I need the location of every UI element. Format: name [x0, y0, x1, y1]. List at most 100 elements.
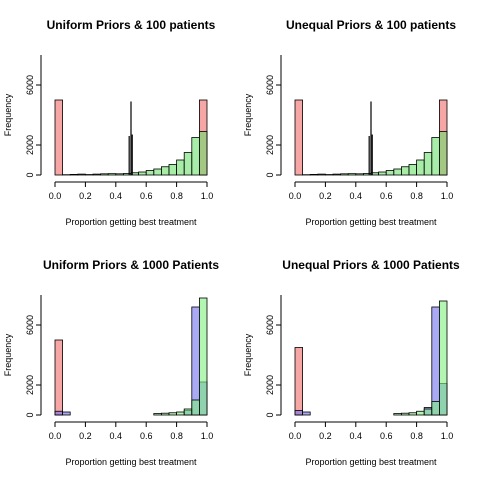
histogram-bar	[340, 173, 349, 176]
y-tick-label: 2000	[25, 375, 35, 395]
histogram-bar	[191, 306, 200, 416]
x-axis-label: Proportion getting best treatment	[65, 457, 197, 467]
x-tick-label: 1.0	[201, 431, 214, 441]
histogram-bar	[54, 339, 63, 416]
histogram-bar	[115, 173, 124, 176]
histogram-bar	[54, 99, 63, 176]
x-tick-label: 0.6	[140, 431, 153, 441]
x-tick-label: 0.4	[110, 191, 123, 201]
histogram-bar	[191, 399, 200, 416]
histogram-bar	[77, 173, 86, 176]
x-tick-label: 0.2	[79, 191, 92, 201]
x-tick-label: 0.6	[380, 431, 393, 441]
histogram-bar	[423, 152, 433, 176]
histogram-bar	[416, 410, 425, 416]
histogram-bar	[378, 171, 387, 176]
histogram-bar	[100, 173, 109, 176]
x-tick-label: 0.0	[49, 431, 62, 441]
y-tick-label: 0	[25, 412, 35, 417]
histogram-bar	[69, 173, 79, 176]
chart-panel-3: Uniform Priors & 1000 Patients 0.0 0.2 0.4 0…	[3, 258, 219, 467]
histogram-bar	[160, 166, 170, 176]
histogram-bar	[385, 170, 395, 176]
histogram-bar	[332, 173, 341, 176]
y-tick-label: 0	[265, 172, 275, 177]
chart-title: Uniform Priors & 1000 Patients	[43, 258, 219, 272]
histogram-bar	[400, 412, 410, 416]
chart-panel-2: Unequal Priors & 100 patients 0.0 0.2 0.4 0.…	[243, 18, 456, 227]
x-tick-label: 0.2	[319, 191, 332, 201]
histogram-bar	[302, 411, 311, 416]
y-tick-label: 0	[265, 412, 275, 417]
y-tick-label: 2000	[25, 135, 35, 155]
histogram-bar	[294, 99, 303, 176]
histogram-bar	[362, 173, 372, 176]
x-tick-label: 0.8	[170, 191, 183, 201]
histogram-bar	[347, 173, 357, 176]
x-tick-label: 0.6	[380, 191, 393, 201]
x-tick-label: 0.4	[110, 431, 123, 441]
chart-panel-4: Unequal Priors & 1000 Patients 0.0 0.2 0.4 0…	[243, 258, 460, 467]
y-axis-label: Frequency	[3, 333, 13, 376]
histogram-bar	[317, 173, 326, 176]
histogram-bar	[183, 152, 193, 176]
y-tick-label: 6000	[25, 75, 35, 95]
histogram-bar	[198, 131, 208, 176]
y-axis-label: Frequency	[243, 93, 253, 136]
chart-panel-1: Uniform Priors & 100 patients 0.0 0.2 0.4 0.…	[3, 18, 216, 227]
x-tick-label: 0.6	[140, 191, 153, 201]
histogram-bar	[393, 413, 402, 416]
x-tick-label: 0.0	[49, 191, 62, 201]
histogram-bar	[294, 347, 303, 416]
histogram-bar	[62, 411, 71, 416]
histogram-bar	[107, 173, 117, 176]
y-axis-label: Frequency	[243, 333, 253, 376]
histogram-bar	[408, 164, 417, 176]
y-tick-label: 0	[25, 172, 35, 177]
x-tick-label: 0.0	[289, 191, 302, 201]
x-tick-label: 0.8	[410, 431, 423, 441]
y-tick-label: 6000	[265, 75, 275, 95]
x-tick-label: 0.2	[79, 431, 92, 441]
histogram-bar	[431, 401, 440, 416]
histogram-bar	[438, 131, 448, 176]
histogram-bar	[423, 408, 433, 416]
histogram-bar	[168, 164, 177, 176]
histogram-bar	[355, 173, 364, 176]
histogram-bar	[92, 173, 101, 176]
x-tick-label: 0.4	[350, 431, 363, 441]
histogram-bar	[176, 411, 185, 416]
histogram-bar	[198, 297, 208, 416]
x-tick-label: 0.0	[289, 431, 302, 441]
chart-title: Uniform Priors & 100 patients	[47, 18, 216, 32]
x-tick-label: 0.8	[170, 431, 183, 441]
x-axis-label: Proportion getting best treatment	[305, 457, 437, 467]
x-tick-label: 1.0	[441, 191, 454, 201]
x-tick-label: 0.2	[319, 431, 332, 441]
histogram-bar	[160, 412, 170, 416]
x-axis-label: Proportion getting best treatment	[305, 217, 437, 227]
histogram-bar	[408, 412, 417, 416]
x-tick-label: 1.0	[201, 191, 214, 201]
histogram-bar	[123, 173, 132, 176]
histogram-bar	[309, 173, 319, 176]
histogram-bar	[294, 410, 303, 416]
histogram-bar	[400, 166, 410, 176]
histogram-bar	[393, 168, 402, 176]
histogram-bar	[416, 159, 425, 176]
y-tick-label: 2000	[265, 135, 275, 155]
histogram-bar	[176, 159, 185, 176]
histogram-bar	[153, 168, 162, 176]
histogram-bar	[431, 306, 440, 416]
histogram-bar	[168, 412, 177, 416]
x-tick-label: 1.0	[441, 431, 454, 441]
histogram-bar	[138, 171, 147, 176]
histogram-bar	[431, 137, 440, 176]
chart-title: Unequal Priors & 100 patients	[286, 18, 456, 32]
x-tick-label: 0.8	[410, 191, 423, 201]
y-tick-label: 6000	[25, 315, 35, 335]
chart-title: Unequal Priors & 1000 Patients	[282, 258, 460, 272]
histogram-bar	[438, 300, 448, 416]
histogram-bar	[145, 170, 155, 176]
